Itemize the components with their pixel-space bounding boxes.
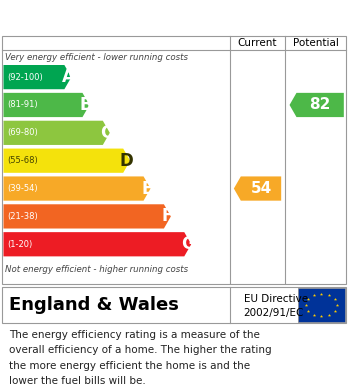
Text: (39-54): (39-54) bbox=[8, 184, 38, 193]
Polygon shape bbox=[3, 65, 71, 89]
Text: 54: 54 bbox=[250, 181, 272, 196]
Text: Very energy efficient - lower running costs: Very energy efficient - lower running co… bbox=[5, 53, 188, 62]
Text: The energy efficiency rating is a measure of the: The energy efficiency rating is a measur… bbox=[9, 330, 260, 340]
Text: B: B bbox=[80, 96, 92, 114]
Text: C: C bbox=[100, 124, 112, 142]
Text: E: E bbox=[141, 179, 153, 197]
Polygon shape bbox=[3, 121, 110, 145]
Text: Current: Current bbox=[238, 38, 277, 48]
Text: lower the fuel bills will be.: lower the fuel bills will be. bbox=[9, 376, 145, 386]
Text: Energy Efficiency Rating: Energy Efficiency Rating bbox=[9, 9, 238, 27]
Text: (81-91): (81-91) bbox=[8, 100, 38, 109]
Text: 2002/91/EC: 2002/91/EC bbox=[244, 308, 304, 318]
Text: Potential: Potential bbox=[293, 38, 339, 48]
Polygon shape bbox=[290, 93, 344, 117]
Polygon shape bbox=[3, 204, 171, 228]
Bar bbox=[298, 288, 345, 322]
Text: A: A bbox=[62, 68, 74, 86]
Text: D: D bbox=[120, 152, 134, 170]
Text: the more energy efficient the home is and the: the more energy efficient the home is an… bbox=[9, 361, 250, 371]
Text: G: G bbox=[181, 235, 195, 253]
Text: 82: 82 bbox=[309, 97, 331, 113]
Text: overall efficiency of a home. The higher the rating: overall efficiency of a home. The higher… bbox=[9, 346, 271, 355]
Text: England & Wales: England & Wales bbox=[9, 296, 179, 314]
Text: (69-80): (69-80) bbox=[8, 128, 38, 137]
Text: (55-68): (55-68) bbox=[8, 156, 38, 165]
Polygon shape bbox=[234, 176, 281, 201]
Text: EU Directive: EU Directive bbox=[244, 294, 308, 304]
Text: (1-20): (1-20) bbox=[8, 240, 33, 249]
Polygon shape bbox=[3, 93, 89, 117]
Text: (92-100): (92-100) bbox=[8, 73, 44, 82]
Text: Not energy efficient - higher running costs: Not energy efficient - higher running co… bbox=[5, 265, 188, 274]
Text: (21-38): (21-38) bbox=[8, 212, 38, 221]
Polygon shape bbox=[3, 232, 191, 256]
Text: F: F bbox=[162, 207, 173, 225]
Polygon shape bbox=[3, 149, 130, 173]
Polygon shape bbox=[3, 176, 151, 201]
